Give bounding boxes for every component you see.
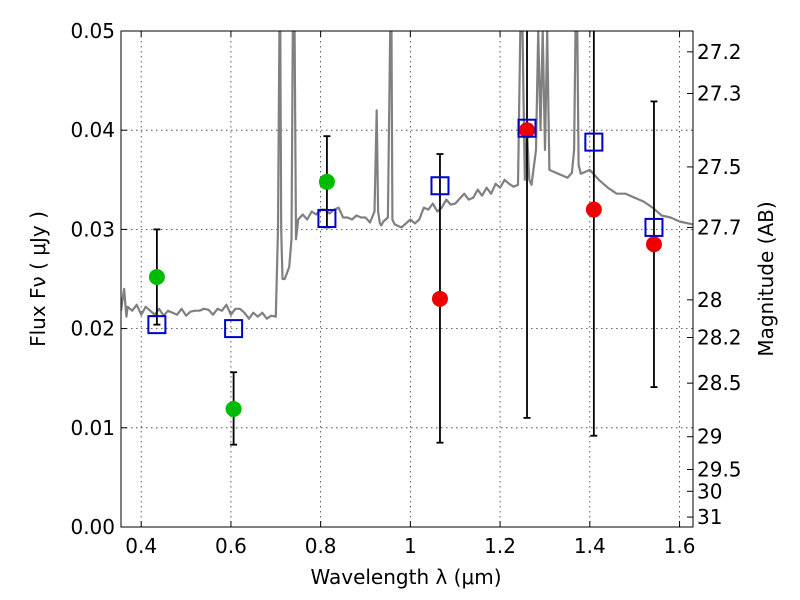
model-square-marker	[517, 118, 537, 138]
model-square-marker	[147, 315, 167, 335]
green-data-point	[225, 400, 242, 417]
x-tick-label: 0.6	[215, 534, 247, 558]
model-square-marker	[317, 208, 337, 228]
y-tick-label: 0.05	[70, 19, 115, 43]
model-square-marker	[430, 176, 450, 196]
model-square-marker	[224, 319, 244, 339]
spectrum-layer	[121, 31, 693, 320]
right-tick-label: 29	[697, 425, 722, 449]
right-tick-label: 28	[697, 288, 722, 312]
right-tick-label: 27.3	[697, 81, 742, 105]
y-tick-label: 0.02	[70, 317, 115, 341]
right-tick-label: 27.2	[697, 40, 742, 64]
right-tick-label: 27.5	[697, 155, 742, 179]
model-square-marker	[644, 217, 664, 237]
model-square-marker	[584, 132, 604, 152]
x-tick-label: 1.6	[664, 534, 696, 558]
right-tick-label: 29.5	[697, 457, 742, 481]
model-spectrum-line	[121, 31, 693, 320]
y-axis-label: Flux Fν ( μJy )	[26, 211, 50, 347]
green-data-point	[318, 173, 335, 190]
y-tick-label: 0.03	[70, 217, 115, 241]
right-tick-label: 28.2	[697, 326, 742, 350]
right-tick-label: 27.7	[697, 215, 742, 239]
red-data-point	[645, 236, 662, 253]
plot-frame	[120, 30, 694, 528]
red-data-point	[519, 122, 536, 139]
right-tick-label: 28.5	[697, 371, 742, 395]
y-tick-label: 0.00	[70, 515, 115, 539]
right-tick-label: 30	[697, 479, 722, 503]
y-tick-label: 0.04	[70, 118, 115, 142]
x-tick-label: 1.2	[484, 534, 516, 558]
y-axis-ticks: 0.00 0.01 0.02 0.03 0.04 0.05	[70, 19, 127, 539]
markers	[147, 118, 664, 417]
x-tick-label: 1.4	[574, 534, 606, 558]
red-data-point	[431, 290, 448, 307]
x-tick-label: 1	[404, 534, 417, 558]
x-axis-ticks: 0.4 0.6 0.8 1 1.2 1.4 1.6	[125, 31, 695, 558]
x-tick-label: 0.4	[125, 534, 157, 558]
right-axis-label: Magnitude (AB)	[754, 201, 778, 356]
x-axis-label: Wavelength λ (μm)	[310, 565, 501, 589]
right-tick-label: 31	[697, 505, 722, 529]
green-data-point	[148, 269, 165, 286]
red-data-point	[585, 201, 602, 218]
y-tick-label: 0.01	[70, 416, 115, 440]
x-tick-label: 0.8	[305, 534, 337, 558]
